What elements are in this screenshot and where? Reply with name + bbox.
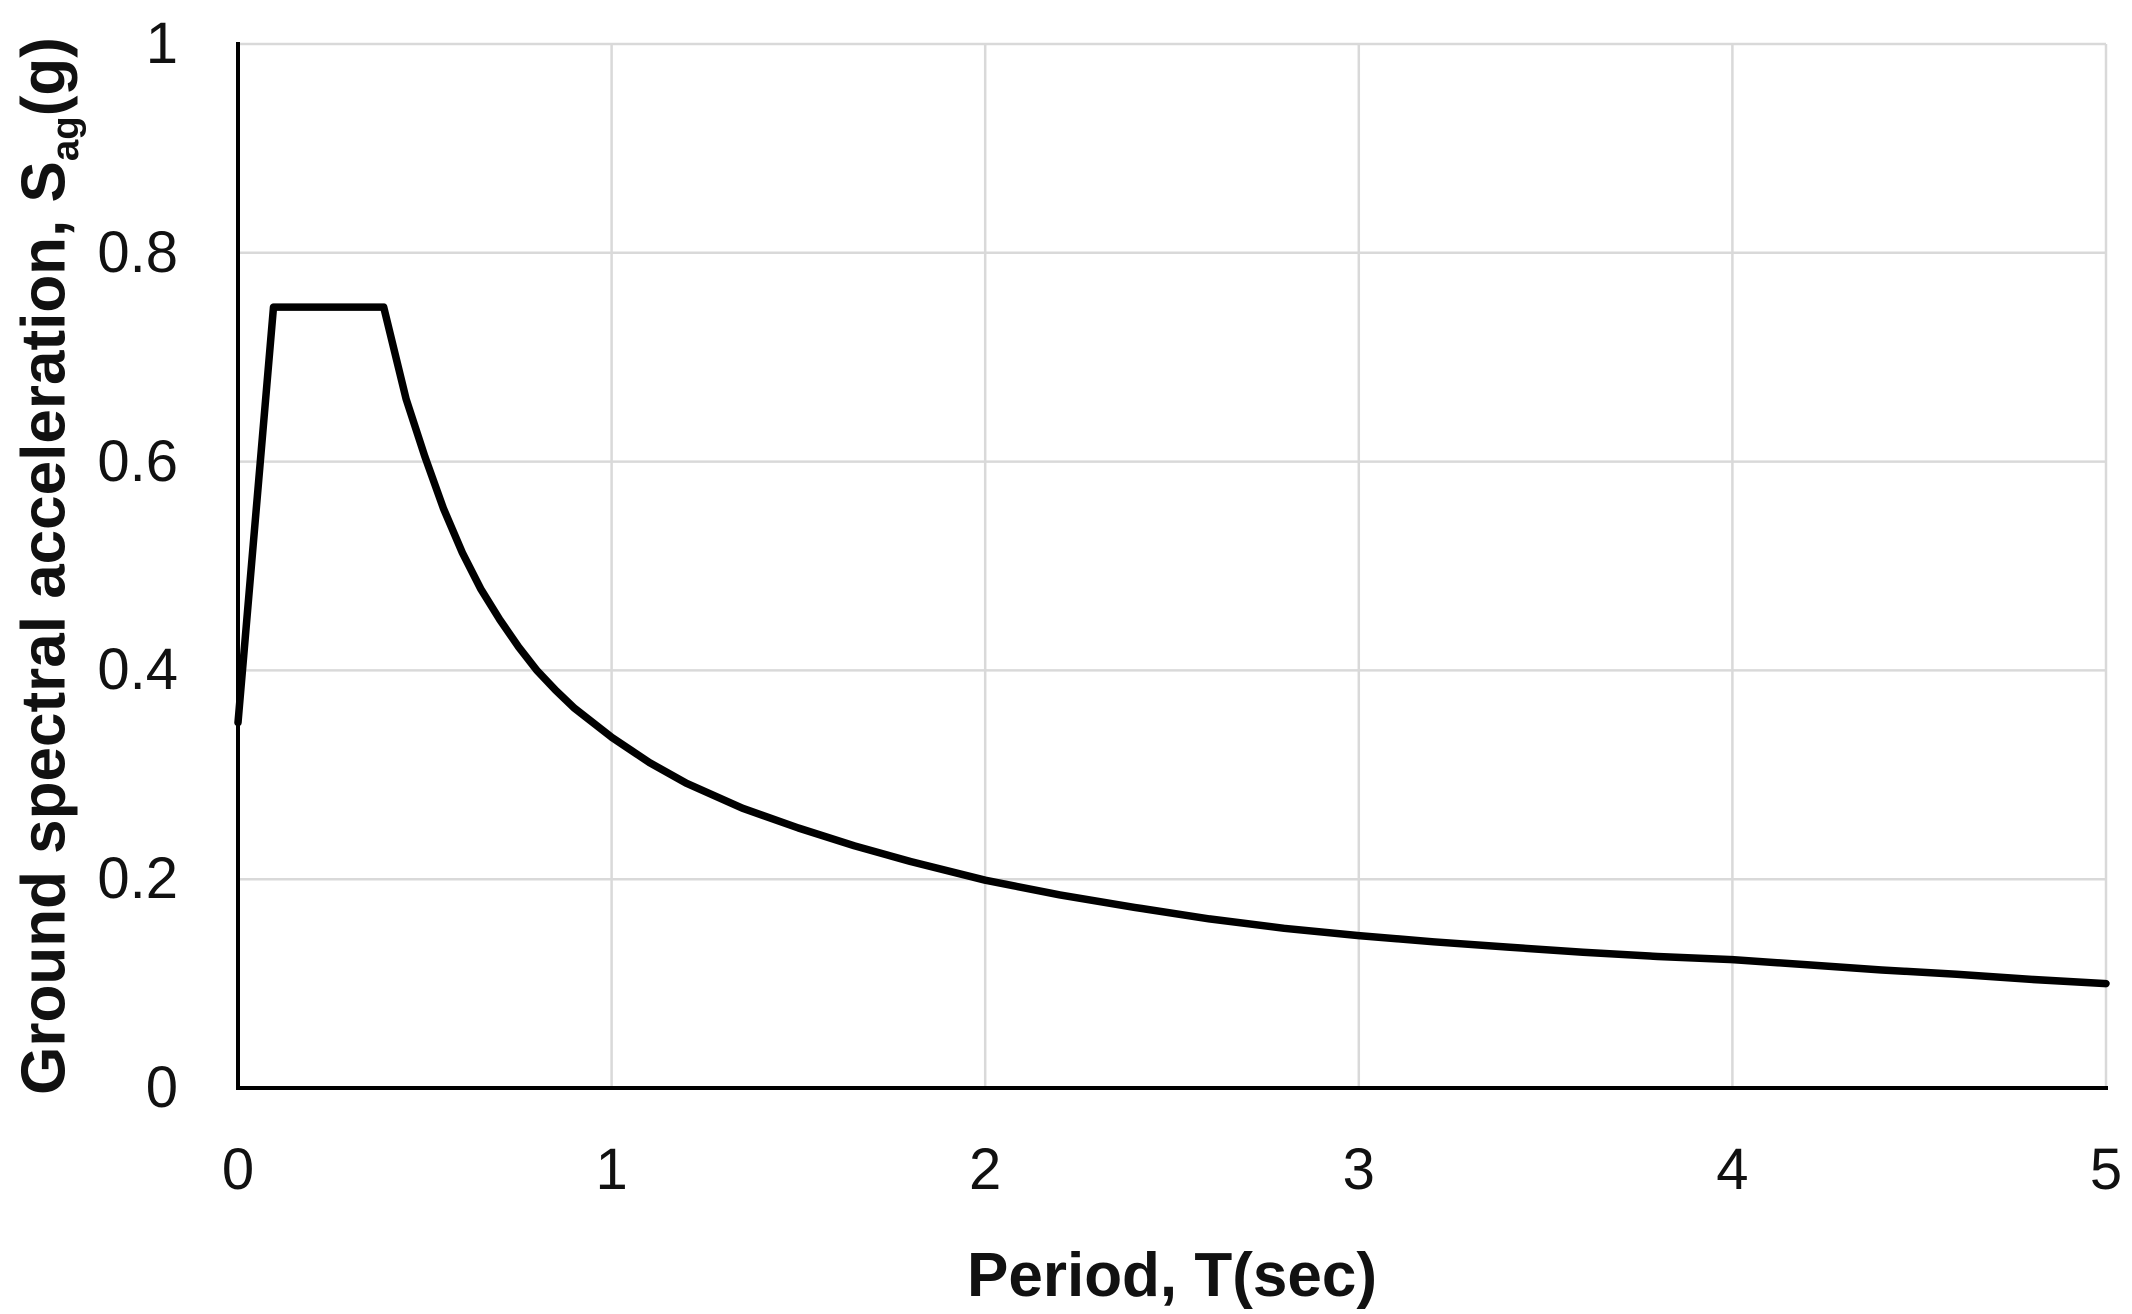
x-tick-label: 5 <box>2089 1137 2123 1202</box>
y-axis-title-end: (g) <box>9 37 79 117</box>
y-axis-title-main: Ground spectral acceleration, S <box>9 161 79 1095</box>
y-tick-label: 0 <box>145 1055 178 1120</box>
y-tick-label: 0.6 <box>97 428 178 494</box>
gridlines <box>238 42 2108 1088</box>
x-tick-label: 3 <box>1342 1137 1375 1202</box>
x-tick-label: 4 <box>1716 1137 1749 1202</box>
y-tick-label: 0.2 <box>97 846 178 912</box>
y-tick-label: 0.8 <box>97 219 178 285</box>
y-axis-title: Ground spectral acceleration, Sag(g) <box>9 37 87 1095</box>
x-tick-label: 1 <box>595 1137 628 1202</box>
y-tick-label: 0.4 <box>97 637 178 703</box>
x-tick-label: 2 <box>969 1137 1002 1202</box>
y-tick-label: 1 <box>145 11 178 76</box>
x-axis-title: Period, T(sec) <box>967 1241 1377 1310</box>
y-axis-title-subscript: ag <box>43 116 87 162</box>
spectrum-curve-line <box>234 303 2110 988</box>
x-tick-label: 0 <box>221 1137 255 1202</box>
